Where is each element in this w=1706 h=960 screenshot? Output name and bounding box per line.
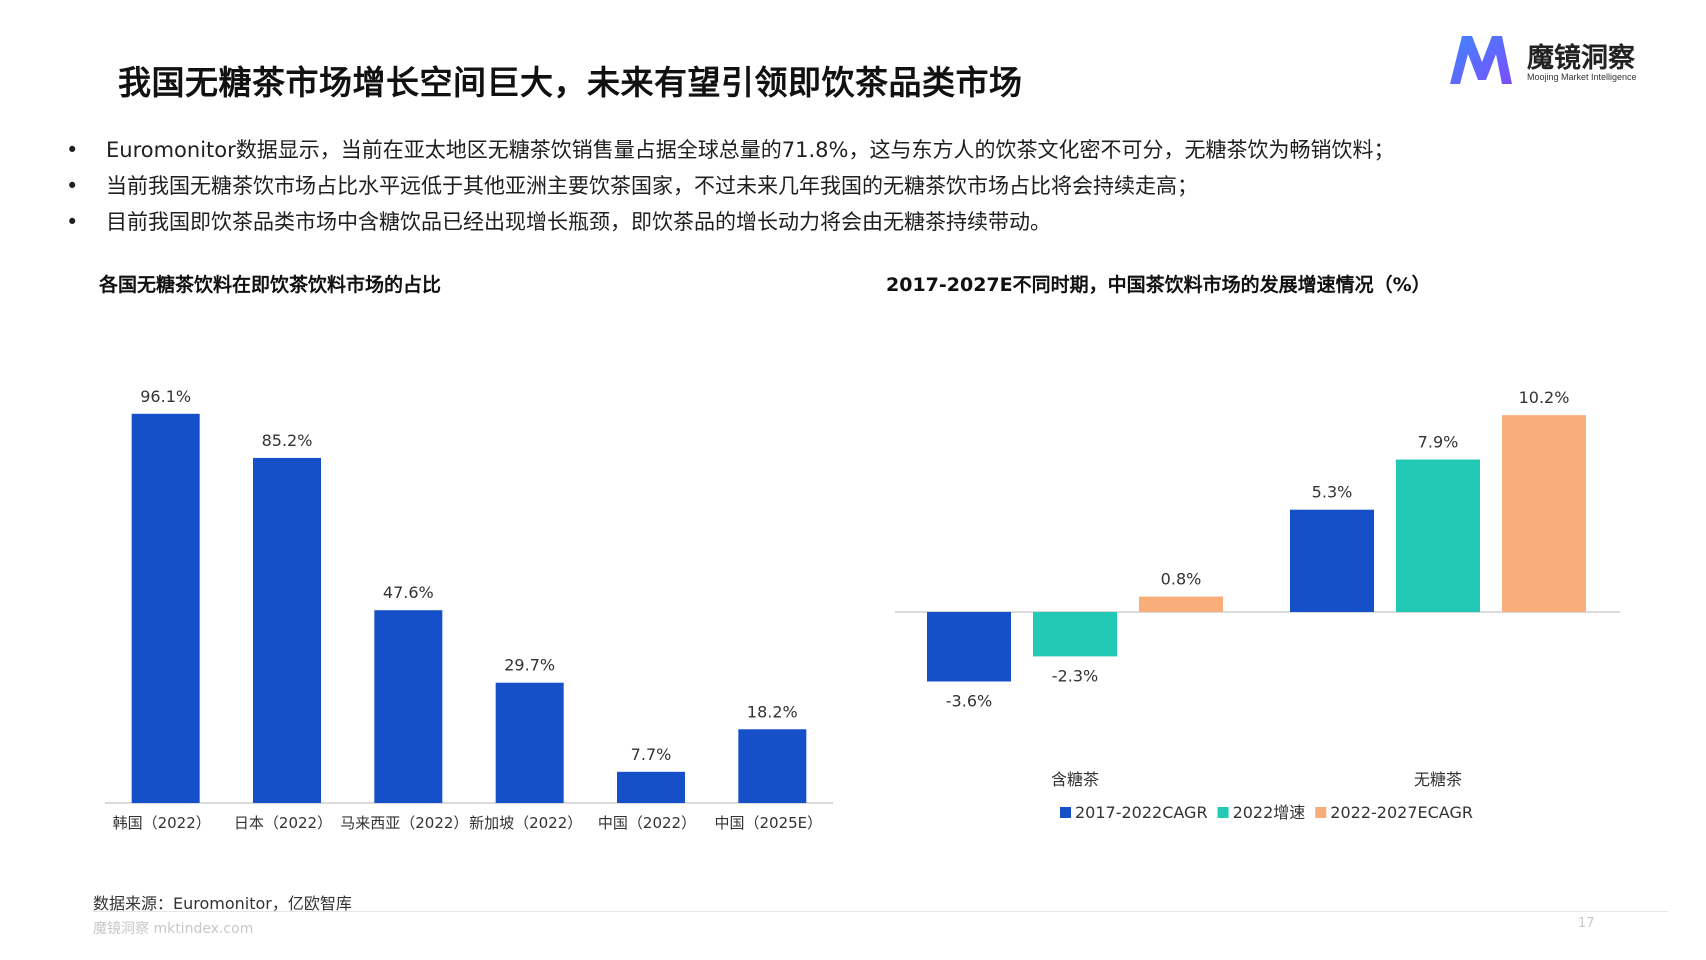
- legend-swatch: [1060, 807, 1071, 818]
- bullet-text: 目前我国即饮茶品类市场中含糖饮品已经出现增长瓶颈，即饮茶品的增长动力将会由无糖茶…: [106, 210, 1051, 234]
- bar-value-label: 10.2%: [1519, 388, 1570, 407]
- bar: [374, 610, 443, 803]
- bar-value-label: 29.7%: [504, 656, 555, 675]
- bar: [738, 729, 807, 803]
- bullet-item: • 目前我国即饮茶品类市场中含糖饮品已经出现增长瓶颈，即饮茶品的增长动力将会由无…: [62, 204, 1662, 240]
- bar: [617, 771, 685, 803]
- data-source: 数据来源：Euromonitor，亿欧智库: [93, 894, 352, 913]
- left-chart-title: 各国无糖茶饮料在即饮茶饮料市场的占比: [99, 274, 442, 296]
- bar: [1396, 459, 1480, 612]
- bar: [1033, 612, 1117, 657]
- legend-swatch: [1315, 807, 1327, 818]
- bar: [495, 682, 564, 803]
- bar: [1290, 509, 1374, 612]
- legend-label: 2017-2022CAGR: [1075, 803, 1208, 822]
- bar-value-label: -3.6%: [946, 691, 992, 710]
- legend-label: 2022增速: [1233, 803, 1306, 822]
- slide-title: 我国无糖茶市场增长空间巨大，未来有望引领即饮茶品类市场: [118, 63, 1023, 102]
- bar: [131, 413, 200, 803]
- bullet-item: • 当前我国无糖茶饮市场占比水平远低于其他亚洲主要饮茶国家，不过未来几年我国的无…: [62, 168, 1662, 204]
- x-tick-label: 新加坡（2022）: [469, 814, 582, 832]
- bullet-dot: •: [66, 210, 79, 234]
- x-tick-label: 日本（2022）: [234, 814, 332, 832]
- legend-swatch: [1217, 807, 1229, 818]
- page-number: 17: [1578, 916, 1595, 931]
- logo-icon: [1450, 36, 1512, 84]
- bar: [927, 612, 1011, 682]
- x-tick-label: 马来西亚（2022）: [340, 814, 468, 832]
- bullet-text: 当前我国无糖茶饮市场占比水平远低于其他亚洲主要饮茶国家，不过未来几年我国的无糖茶…: [106, 174, 1198, 198]
- bar: [253, 457, 321, 803]
- bar-value-label: 96.1%: [140, 387, 191, 406]
- bullet-item: • Euromonitor数据显示，当前在亚太地区无糖茶饮销售量占据全球总量的7…: [62, 132, 1662, 168]
- bar: [1502, 415, 1586, 612]
- bullet-list: • Euromonitor数据显示，当前在亚太地区无糖茶饮销售量占据全球总量的7…: [62, 132, 1662, 240]
- bar-value-label: 47.6%: [383, 583, 434, 602]
- bar-value-label: 85.2%: [262, 431, 313, 450]
- bar-value-label: 18.2%: [747, 702, 798, 721]
- legend-label: 2022-2027ECAGR: [1330, 803, 1473, 822]
- footer-divider: [93, 911, 1668, 912]
- bullet-dot: •: [66, 138, 79, 162]
- bullet-text: Euromonitor数据显示，当前在亚太地区无糖茶饮销售量占据全球总量的71.…: [106, 138, 1395, 162]
- bar-value-label: 5.3%: [1312, 483, 1353, 502]
- bar-value-label: -2.3%: [1052, 666, 1098, 685]
- bar: [1139, 596, 1223, 612]
- bar-value-label: 0.8%: [1161, 570, 1202, 589]
- logo-subtitle: Moojing Market Intelligence: [1527, 72, 1637, 82]
- bar-value-label: 7.9%: [1418, 433, 1459, 452]
- bullet-dot: •: [66, 174, 79, 198]
- bar-value-label: 7.7%: [631, 745, 672, 764]
- right-chart-title: 2017-2027E不同时期，中国茶饮料市场的发展增速情况（%）: [886, 274, 1431, 296]
- x-category-label: 无糖茶: [1414, 770, 1462, 789]
- logo-name: 魔镜洞察: [1527, 43, 1635, 74]
- x-tick-label: 中国（2025E）: [715, 814, 823, 832]
- x-tick-label: 中国（2022）: [598, 814, 696, 832]
- x-tick-label: 韩国（2022）: [113, 814, 211, 832]
- x-category-label: 含糖茶: [1051, 770, 1099, 789]
- footer-site: 魔镜洞察 mktindex.com: [93, 921, 254, 937]
